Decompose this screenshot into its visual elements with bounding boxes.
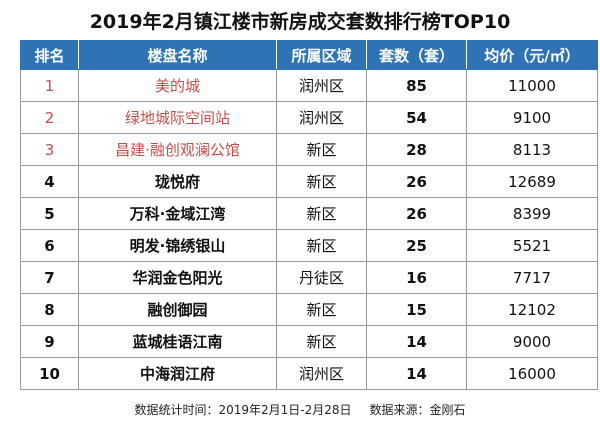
cell-price: 5521 <box>466 229 598 262</box>
cell-count: 16 <box>366 261 467 294</box>
cell-district: 新区 <box>276 325 367 358</box>
cell-price: 11000 <box>466 69 598 102</box>
cell-rank: 10 <box>20 357 79 390</box>
cell-name: 美的城 <box>78 69 277 102</box>
table-row: 1 美的城 润州区 85 11000 <box>20 69 598 102</box>
header-rank: 排名 <box>20 40 79 70</box>
cell-price: 9000 <box>466 325 598 358</box>
table-row: 3 昌建·融创观澜公馆 新区 28 8113 <box>20 133 598 166</box>
cell-rank: 5 <box>20 197 79 230</box>
cell-rank: 1 <box>20 69 79 102</box>
cell-count: 15 <box>366 293 467 326</box>
cell-name: 昌建·融创观澜公馆 <box>78 133 277 166</box>
footer-period: 数据统计时间：2019年2月1日-2月28日 <box>134 402 352 417</box>
footer: 数据统计时间：2019年2月1日-2月28日 数据来源：金刚石 <box>0 396 600 422</box>
table-row: 8 融创御园 新区 15 12102 <box>20 293 598 326</box>
cell-district: 新区 <box>276 133 367 166</box>
cell-district: 润州区 <box>276 101 367 134</box>
cell-name: 蓝城桂语江南 <box>78 325 277 358</box>
cell-count: 85 <box>366 69 467 102</box>
cell-rank: 3 <box>20 133 79 166</box>
header-count: 套数（套） <box>366 40 467 70</box>
cell-rank: 9 <box>20 325 79 358</box>
cell-price: 12102 <box>466 293 598 326</box>
page-title: 2019年2月镇江楼市新房成交套数排行榜TOP10 <box>89 10 511 33</box>
cell-price: 7717 <box>466 261 598 294</box>
table-row: 4 珑悦府 新区 26 12689 <box>20 165 598 198</box>
cell-count: 26 <box>366 165 467 198</box>
footer-source: 数据来源：金刚石 <box>369 402 466 417</box>
table-row: 5 万科·金域江湾 新区 26 8399 <box>20 197 598 230</box>
table-row: 9 蓝城桂语江南 新区 14 9000 <box>20 325 598 358</box>
table-row: 7 华润金色阳光 丹徒区 16 7717 <box>20 261 598 294</box>
table-row: 2 绿地城际空间站 润州区 54 9100 <box>20 101 598 134</box>
cell-price: 12689 <box>466 165 598 198</box>
cell-rank: 7 <box>20 261 79 294</box>
cell-rank: 4 <box>20 165 79 198</box>
cell-district: 润州区 <box>276 69 367 102</box>
cell-district: 新区 <box>276 197 367 230</box>
header-price: 均价（元/㎡） <box>466 40 598 70</box>
cell-district: 新区 <box>276 229 367 262</box>
header-name: 楼盘名称 <box>78 40 277 70</box>
cell-name: 中海润江府 <box>78 357 277 390</box>
cell-district: 新区 <box>276 165 367 198</box>
cell-price: 9100 <box>466 101 598 134</box>
cell-count: 28 <box>366 133 467 166</box>
cell-name: 华润金色阳光 <box>78 261 277 294</box>
cell-count: 54 <box>366 101 467 134</box>
cell-district: 新区 <box>276 293 367 326</box>
cell-district: 丹徒区 <box>276 261 367 294</box>
cell-rank: 6 <box>20 229 79 262</box>
cell-count: 25 <box>366 229 467 262</box>
cell-price: 8399 <box>466 197 598 230</box>
header-district: 所属区域 <box>276 40 367 70</box>
cell-price: 16000 <box>466 357 598 390</box>
cell-name: 万科·金域江湾 <box>78 197 277 230</box>
table-row: 10 中海润江府 润州区 14 16000 <box>20 357 598 390</box>
cell-price: 8113 <box>466 133 598 166</box>
table-header-row: 排名 楼盘名称 所属区域 套数（套） 均价（元/㎡） <box>20 40 598 70</box>
cell-rank: 8 <box>20 293 79 326</box>
cell-count: 26 <box>366 197 467 230</box>
cell-name: 绿地城际空间站 <box>78 101 277 134</box>
cell-name: 明发·锦绣银山 <box>78 229 277 262</box>
cell-district: 润州区 <box>276 357 367 390</box>
ranking-table: 排名 楼盘名称 所属区域 套数（套） 均价（元/㎡） 1 美的城 润州区 85 1100… <box>20 40 598 390</box>
table-row: 6 明发·锦绣银山 新区 25 5521 <box>20 229 598 262</box>
cell-name: 珑悦府 <box>78 165 277 198</box>
cell-rank: 2 <box>20 101 79 134</box>
cell-count: 14 <box>366 357 467 390</box>
cell-count: 14 <box>366 325 467 358</box>
cell-name: 融创御园 <box>78 293 277 326</box>
